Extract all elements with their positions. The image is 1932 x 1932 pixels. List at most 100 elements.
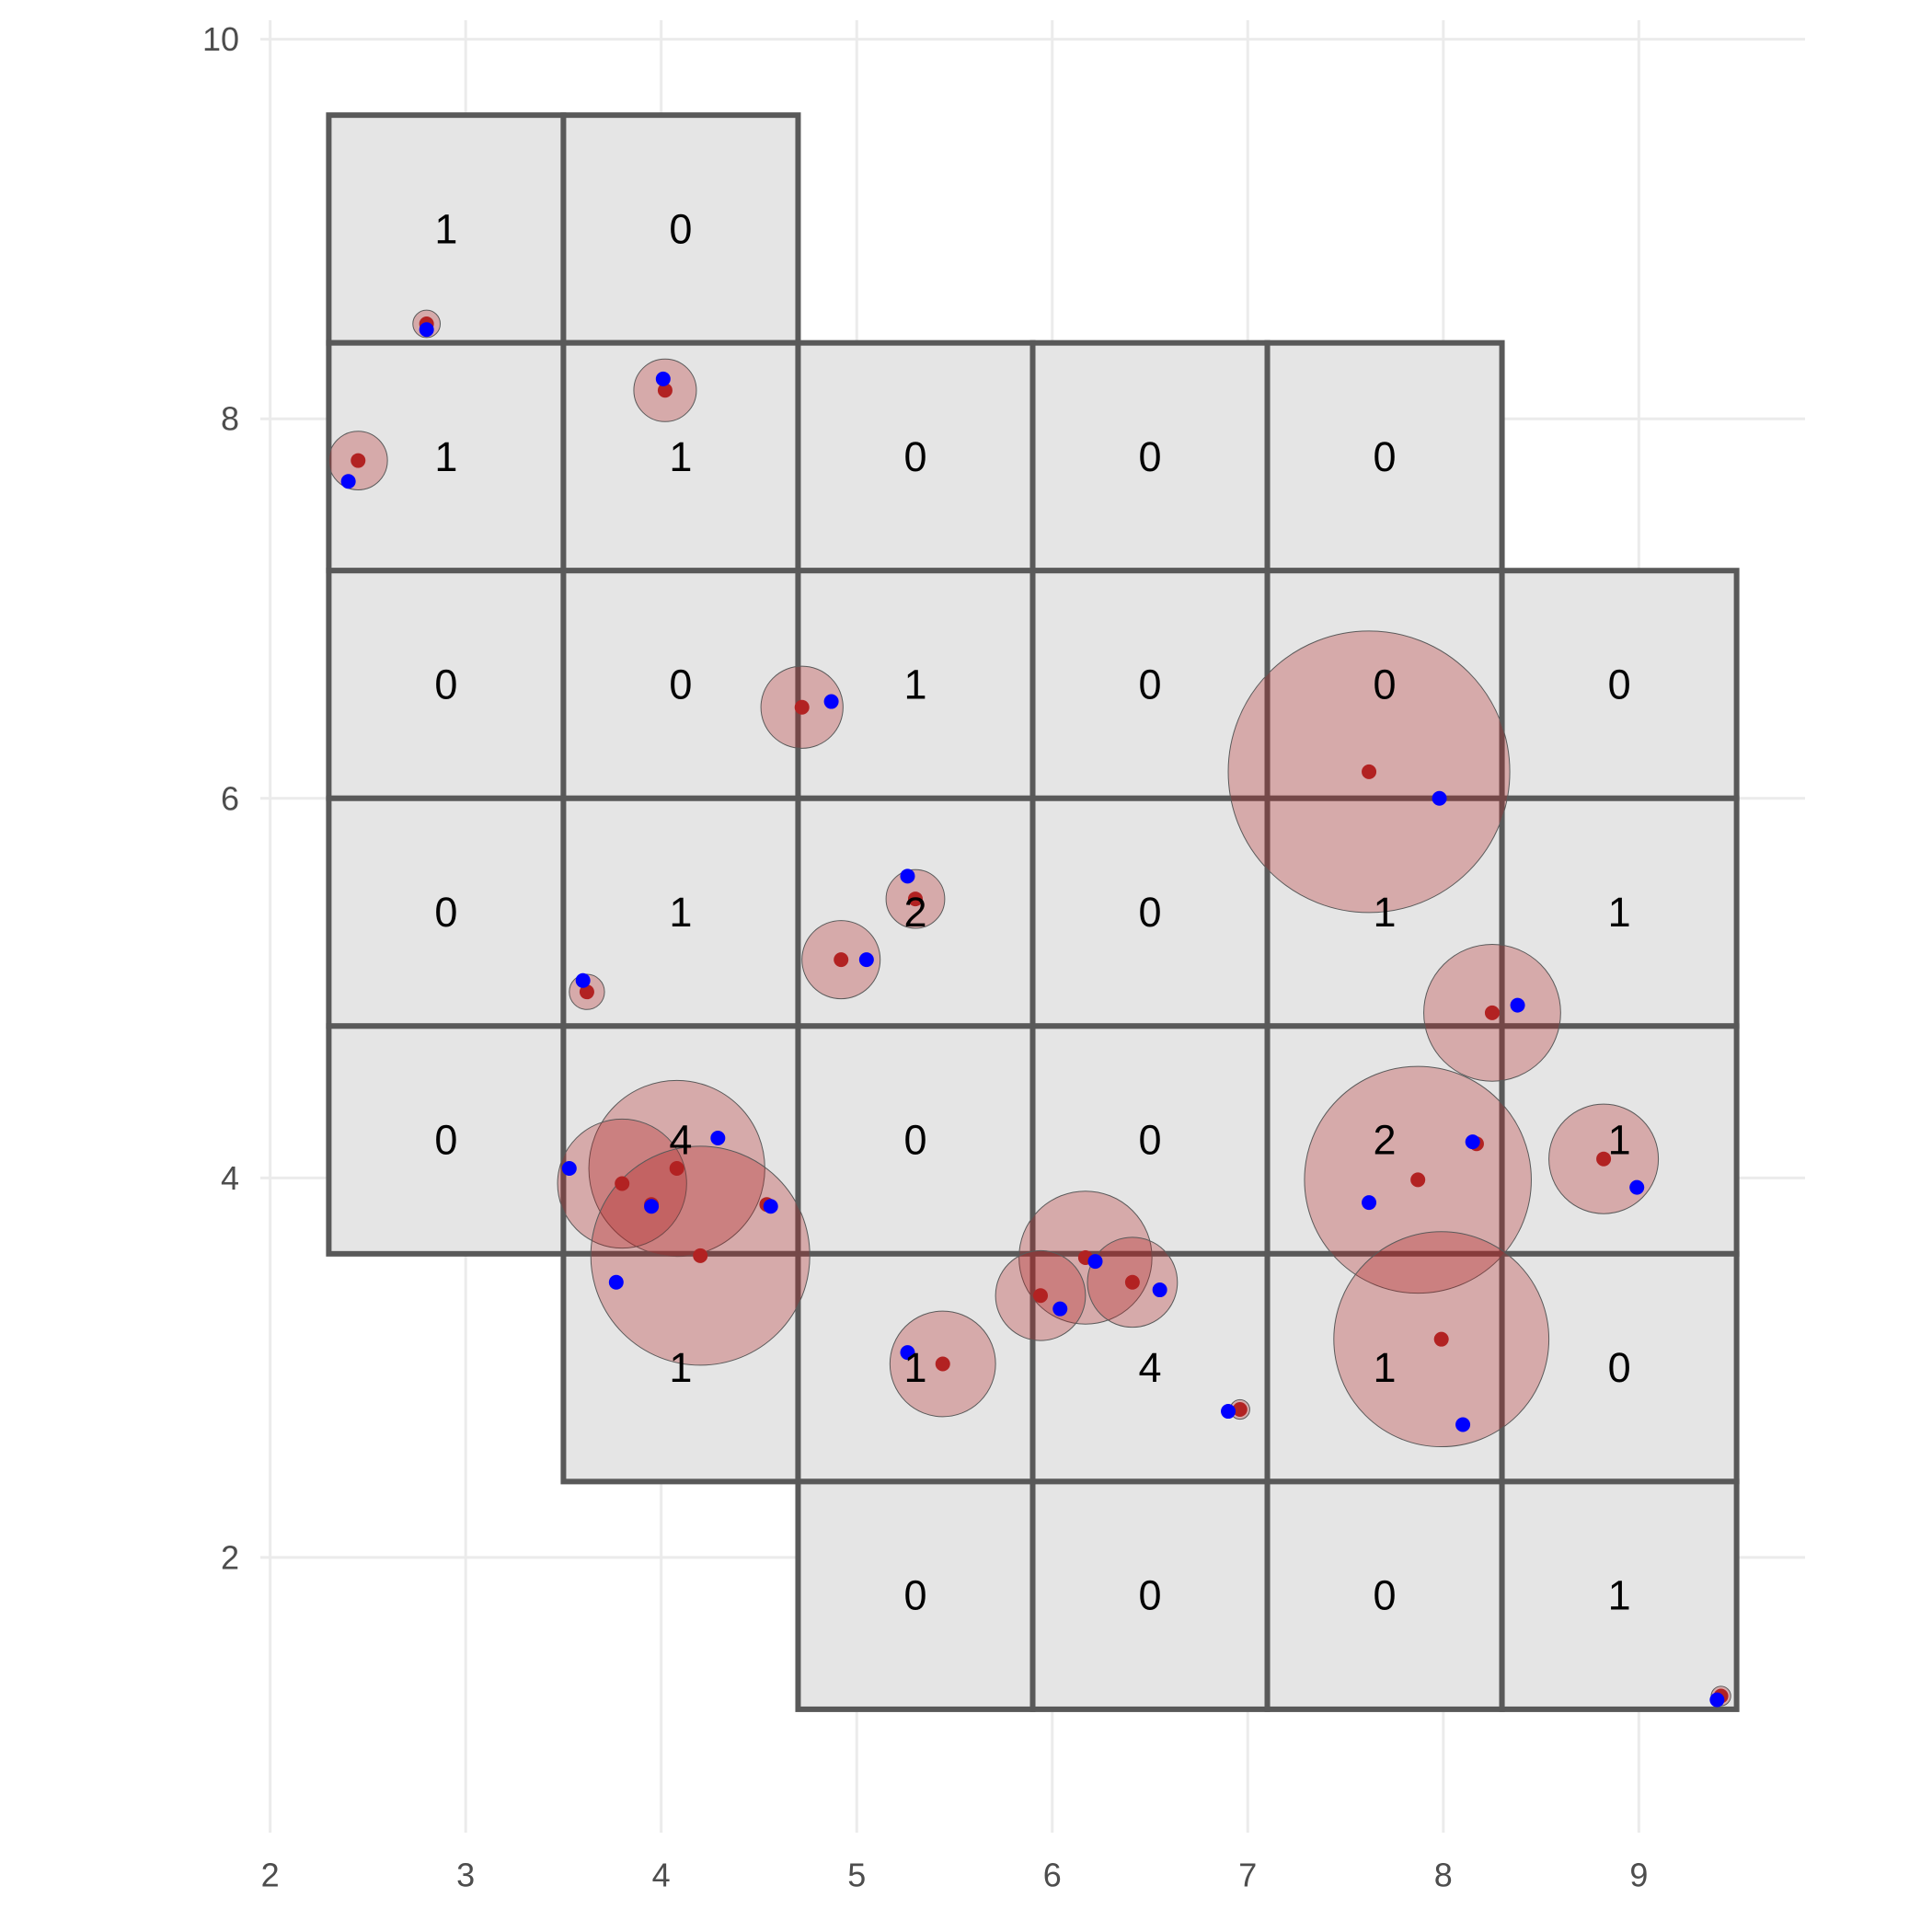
cell-count-label: 1 — [1608, 889, 1631, 936]
cell-count-label: 0 — [1139, 661, 1162, 707]
grid-cell — [1264, 1023, 1505, 1257]
red-point — [657, 383, 673, 398]
red-point — [1433, 1331, 1449, 1347]
blue-point — [655, 371, 671, 386]
blue-point — [1510, 997, 1525, 1013]
blue-point — [823, 694, 839, 709]
grid-cell — [1264, 339, 1505, 574]
cell-count-label: 1 — [1608, 1572, 1631, 1619]
red-point — [907, 891, 923, 907]
cell-count-label: 1 — [1374, 1344, 1397, 1391]
red-point — [615, 1176, 630, 1191]
red-point — [1410, 1172, 1426, 1188]
blue-point — [1465, 1134, 1480, 1150]
y-tick-label: 10 — [202, 20, 239, 58]
y-tick-label: 8 — [221, 400, 239, 438]
blue-point — [608, 1274, 624, 1290]
grid-cell — [1029, 1250, 1271, 1485]
cell-count-label: 0 — [1374, 661, 1397, 707]
cell-count-label: 0 — [903, 1117, 926, 1164]
red-point — [1484, 1005, 1500, 1020]
x-tick-label: 9 — [1629, 1857, 1648, 1894]
cell-count-label: 4 — [1139, 1344, 1162, 1391]
red-point — [693, 1248, 708, 1263]
grid-cell — [795, 1478, 1036, 1712]
cell-count-label: 1 — [903, 661, 926, 707]
grid-cell — [795, 795, 1036, 1029]
grid-cell — [326, 1023, 567, 1257]
cell-count-label: 1 — [669, 433, 692, 480]
cell-count-label: 0 — [434, 889, 457, 936]
cell-count-label: 0 — [1374, 1572, 1397, 1619]
cell-count-label: 0 — [434, 1117, 457, 1164]
blue-point — [575, 972, 591, 988]
cell-count-label: 1 — [1608, 1117, 1631, 1164]
blue-point — [340, 474, 356, 489]
cell-count-label: 1 — [903, 1344, 926, 1391]
grid-cell — [1499, 568, 1740, 801]
cell-count-label: 4 — [669, 1117, 692, 1164]
cell-count-label: 0 — [1139, 889, 1162, 936]
blue-point — [1087, 1254, 1103, 1270]
cell-count-label: 1 — [434, 205, 457, 252]
x-tick-label: 3 — [456, 1857, 475, 1894]
cell-count-label: 0 — [669, 205, 692, 252]
cell-count-label: 0 — [1608, 1344, 1631, 1391]
cell-count-label: 0 — [1374, 433, 1397, 480]
blue-point — [1455, 1417, 1471, 1432]
grid-cell — [560, 795, 801, 1029]
y-tick-label: 6 — [221, 779, 239, 817]
x-tick-label: 2 — [261, 1857, 280, 1894]
grid-cell — [326, 795, 567, 1029]
blue-point — [900, 868, 915, 884]
y-tick-label: 4 — [221, 1159, 239, 1197]
x-tick-label: 6 — [1043, 1857, 1062, 1894]
x-tick-label: 8 — [1434, 1857, 1453, 1894]
red-point — [935, 1356, 950, 1372]
red-point — [351, 453, 366, 468]
x-tick-label: 5 — [847, 1857, 866, 1894]
x-tick-label: 4 — [652, 1857, 671, 1894]
cell-count-label: 0 — [1608, 661, 1631, 707]
blue-point — [1709, 1692, 1725, 1708]
blue-point — [1629, 1179, 1645, 1195]
cell-count-label: 1 — [434, 433, 457, 480]
cell-count-label: 1 — [669, 889, 692, 936]
red-point — [1033, 1288, 1049, 1304]
cell-count-label: 1 — [669, 1344, 692, 1391]
grid-cell — [1264, 795, 1505, 1029]
red-point — [1124, 1274, 1140, 1290]
cell-count-label: 0 — [903, 433, 926, 480]
cell-count-label: 0 — [1139, 433, 1162, 480]
grid-cell — [1499, 1250, 1740, 1485]
grid-cell — [1029, 795, 1271, 1029]
blue-point — [1052, 1301, 1068, 1317]
grid-cell — [1499, 1478, 1740, 1712]
cell-count-label: 0 — [1139, 1117, 1162, 1164]
grid-cell — [560, 1250, 801, 1485]
blue-point — [561, 1161, 577, 1177]
blue-points — [340, 322, 1725, 1708]
blue-point — [900, 1345, 915, 1361]
grid-cells — [326, 112, 1740, 1712]
cell-count-labels: 1 0 1 1 0 0 0 0 0 1 0 0 0 0 1 2 0 1 1 0 4 0 0 2 1 1 1 4 1 0 0 0 0 1 — [434, 205, 1630, 1618]
red-point — [1232, 1401, 1248, 1417]
blue-point — [1362, 1195, 1377, 1211]
red-point — [1596, 1151, 1612, 1167]
red-point — [794, 699, 810, 715]
cell-count-label: 0 — [903, 1572, 926, 1619]
blue-point — [419, 322, 434, 338]
cell-count-label: 0 — [669, 661, 692, 707]
x-tick-label: 7 — [1238, 1857, 1257, 1894]
red-point — [669, 1161, 684, 1177]
grid-cell — [1264, 1478, 1505, 1712]
cell-count-label: 2 — [1374, 1117, 1397, 1164]
blue-point — [644, 1199, 660, 1214]
cell-count-label: 0 — [1139, 1572, 1162, 1619]
red-point — [579, 984, 594, 1000]
y-tick-label: 2 — [221, 1538, 239, 1576]
blue-point — [763, 1199, 778, 1214]
blue-point — [1152, 1282, 1167, 1298]
